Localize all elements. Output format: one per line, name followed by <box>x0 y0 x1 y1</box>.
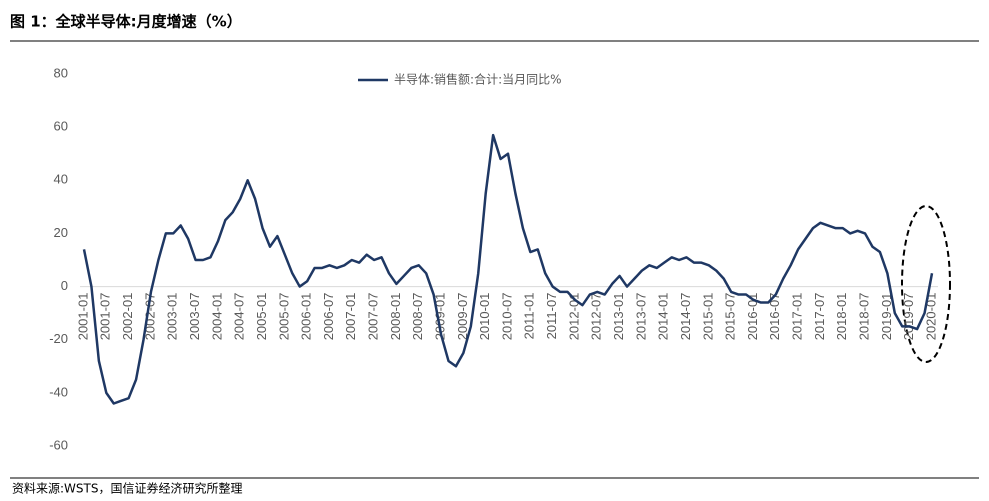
x-tick-label: 2015-07 <box>723 293 738 341</box>
x-tick-label: 2004-01 <box>209 293 224 341</box>
x-tick-label: 2008-07 <box>410 293 425 341</box>
x-tick-label: 2010-07 <box>499 293 514 341</box>
x-tick-label: 2008-01 <box>388 293 403 341</box>
highlight-ellipse <box>901 205 951 363</box>
x-tick-label: 2013-01 <box>611 293 626 341</box>
x-tick-label: 2003-07 <box>187 293 202 341</box>
x-tick-label: 2016-07 <box>767 293 782 341</box>
x-tick-label: 2018-07 <box>856 293 871 341</box>
x-tick-label: 2007-01 <box>343 293 358 341</box>
x-tick-label: 2004-07 <box>232 293 247 341</box>
x-tick-label: 2001-01 <box>75 293 90 341</box>
x-tick-label: 2019-07 <box>901 293 916 341</box>
x-tick-label: 2016-01 <box>745 293 760 341</box>
x-tick-label: 2018-01 <box>834 293 849 341</box>
x-tick-label: 2011-01 <box>522 293 537 340</box>
x-tick-label: 2020-01 <box>923 293 938 341</box>
legend-label: 半导体:销售额:合计:当月同比% <box>394 72 562 87</box>
x-tick-label: 2014-01 <box>656 293 671 341</box>
x-tick-label: 2019-01 <box>879 293 894 341</box>
y-tick-label: -20 <box>49 331 68 346</box>
x-tick-label: 2006-01 <box>299 293 314 341</box>
x-tick-label: 2003-01 <box>165 293 180 341</box>
x-tick-label: 2017-07 <box>812 293 827 341</box>
chart-title: 图 1：全球半导体:月度增速（%） <box>10 13 242 31</box>
source-note: 资料来源:WSTS，国信证券经济研究所整理 <box>12 481 242 496</box>
x-tick-label: 2001-07 <box>98 293 113 341</box>
y-tick-label: 80 <box>54 65 68 80</box>
x-tick-label: 2005-07 <box>276 293 291 341</box>
y-tick-label: -60 <box>49 437 68 452</box>
x-tick-label: 2002-01 <box>120 293 135 341</box>
x-tick-label: 2009-07 <box>455 293 470 341</box>
x-tick-label: 2006-07 <box>321 293 336 341</box>
x-tick-label: 2011-07 <box>544 293 559 340</box>
x-tick-label: 2007-07 <box>366 293 381 341</box>
x-tick-label: 2015-01 <box>700 293 715 341</box>
y-tick-label: 40 <box>54 172 68 187</box>
x-tick-label: 2005-01 <box>254 293 269 341</box>
y-tick-label: 60 <box>54 119 68 134</box>
x-tick-label: 2014-07 <box>678 293 693 341</box>
x-tick-label: 2017-01 <box>790 293 805 341</box>
y-tick-label: 0 <box>61 278 68 293</box>
x-tick-label: 2012-07 <box>589 293 604 341</box>
y-tick-label: -40 <box>49 384 68 399</box>
x-tick-label: 2012-01 <box>566 293 581 341</box>
x-tick-label: 2010-01 <box>477 293 492 341</box>
x-tick-label: 2013-07 <box>633 293 648 341</box>
series-line <box>82 133 934 405</box>
y-tick-label: 20 <box>54 225 68 240</box>
